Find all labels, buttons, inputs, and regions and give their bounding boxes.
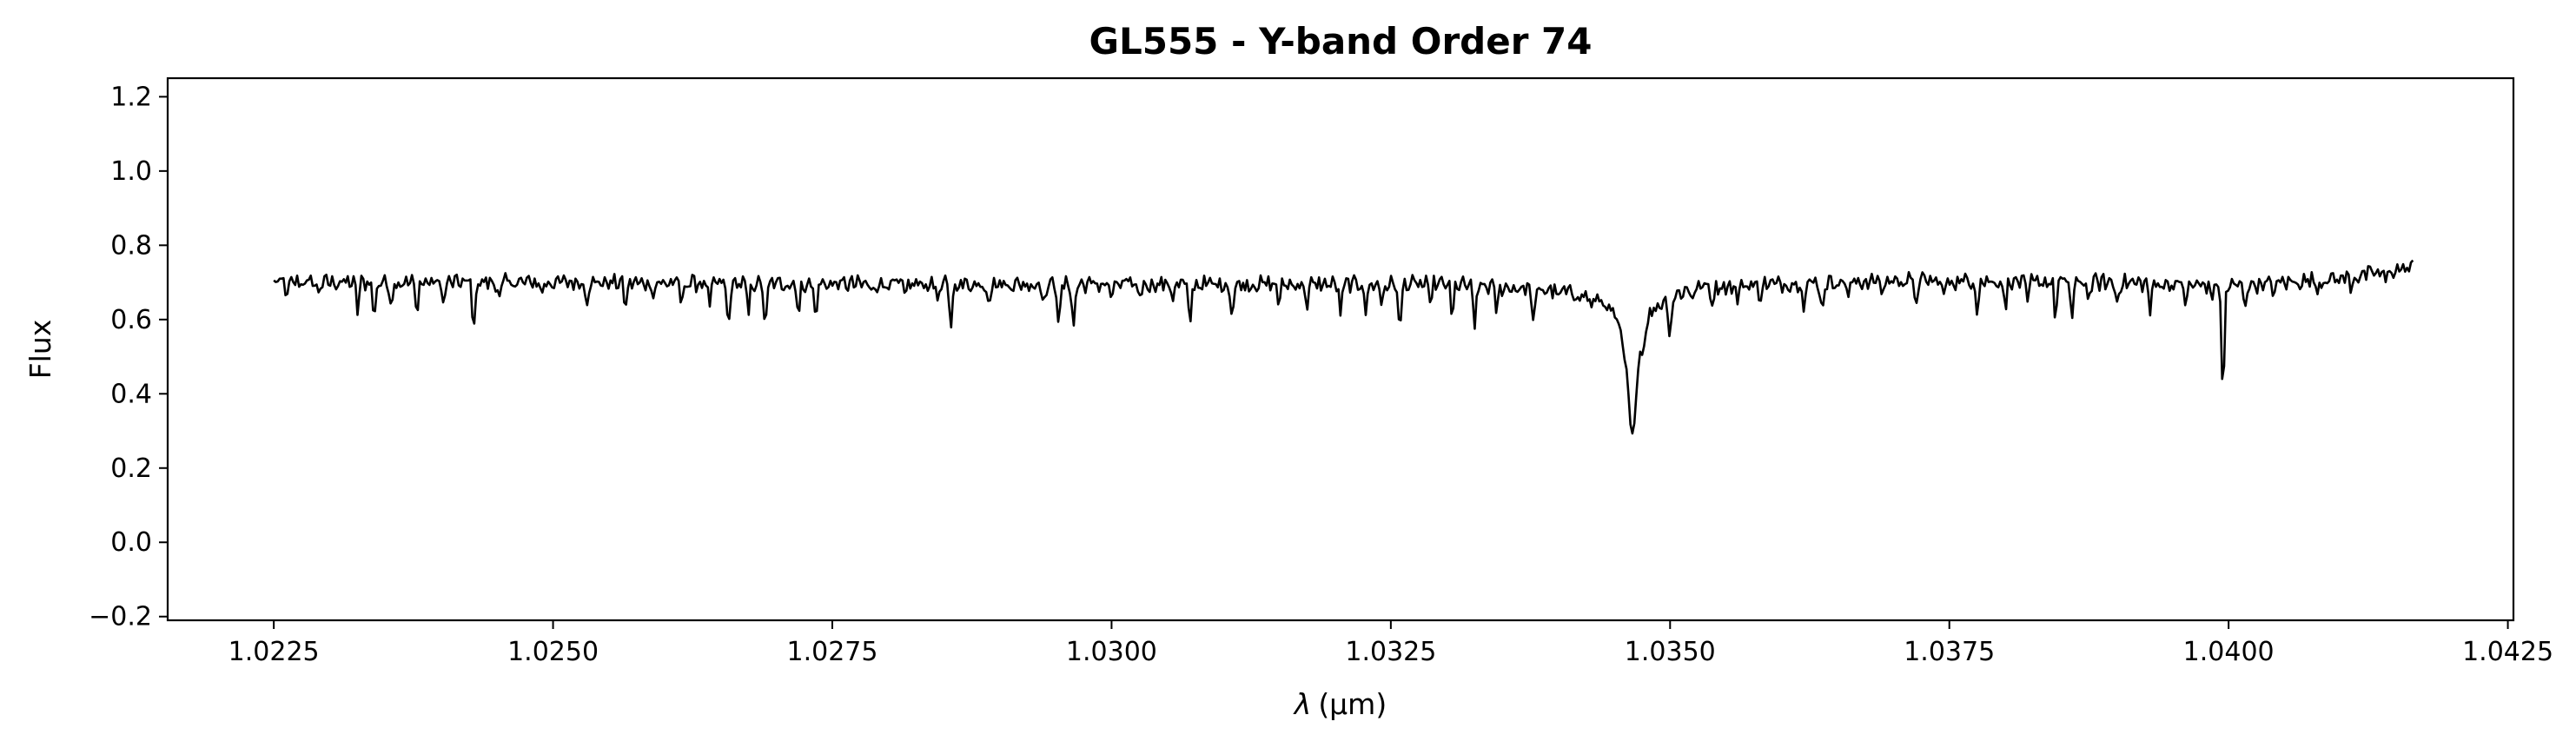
y-axis-label: Flux <box>23 320 57 380</box>
y-axis-ticks: −0.2 0.0 0.2 0.4 0.6 0.8 1.0 1.2 <box>89 82 168 632</box>
y-tick-label: 1.2 <box>110 82 152 112</box>
x-tick-label: 1.0225 <box>228 637 320 667</box>
plot-area <box>168 78 2513 620</box>
y-tick-label: 0.0 <box>110 527 152 558</box>
y-tick-label: 0.2 <box>110 453 152 484</box>
x-axis-label-symbol: λ <box>1293 687 1312 721</box>
x-tick-label: 1.0400 <box>2183 637 2275 667</box>
x-axis-ticks: 1.0225 1.0250 1.0275 1.0300 1.0325 1.0350 1.03… <box>228 620 2553 667</box>
y-tick-label: 0.6 <box>110 305 152 335</box>
x-tick-label: 1.0325 <box>1345 637 1436 667</box>
chart-title: GL555 - Y-band Order 74 <box>1089 20 1593 63</box>
plot-frame <box>166 76 2515 622</box>
y-tick-label: 1.0 <box>110 156 152 187</box>
y-tick-label: 0.8 <box>110 230 152 261</box>
x-axis-label-unit: (μm) <box>1318 687 1387 721</box>
x-tick-label: 1.0375 <box>1904 637 1995 667</box>
x-tick-label: 1.0250 <box>507 637 599 667</box>
x-tick-label: 1.0300 <box>1066 637 1157 667</box>
y-tick-label: −0.2 <box>89 602 152 632</box>
x-tick-label: 1.0350 <box>1625 637 1716 667</box>
spectrum-line <box>273 259 2414 435</box>
x-tick-label: 1.0425 <box>2462 637 2553 667</box>
x-tick-label: 1.0275 <box>787 637 878 667</box>
y-tick-label: 0.4 <box>110 379 152 409</box>
x-axis-label: λ (μm) <box>1293 687 1387 721</box>
